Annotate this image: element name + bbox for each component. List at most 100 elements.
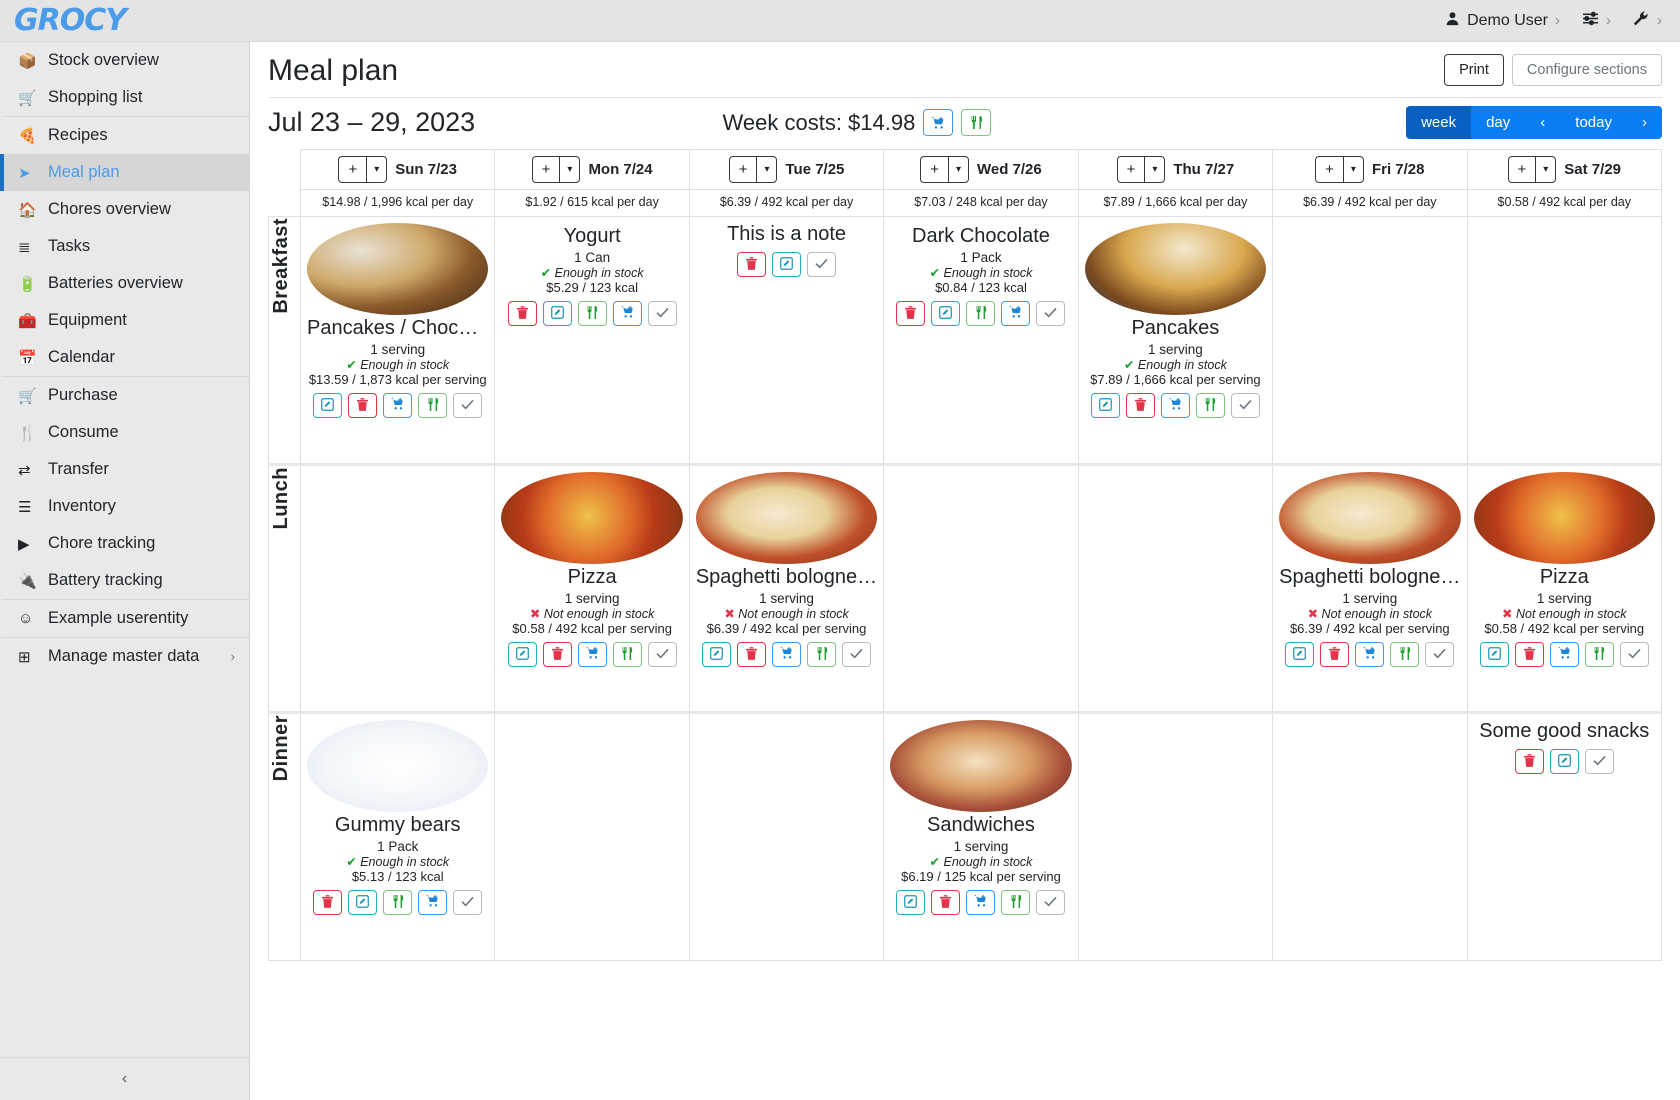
add-entry-dropdown-button[interactable]: ▾ [756, 156, 778, 183]
add-to-shopping-list-button[interactable] [418, 890, 448, 915]
mark-done-button[interactable] [453, 393, 483, 418]
meal-cell[interactable] [1466, 216, 1663, 465]
delete-button[interactable] [737, 252, 767, 277]
sidebar-item-stock-overview[interactable]: 📦 Stock overview [0, 42, 249, 79]
sidebar-item-manage-master-data[interactable]: ⊞ Manage master data › [0, 637, 249, 675]
prev-period-button[interactable]: ‹ [1525, 106, 1561, 139]
meal-cell[interactable]: Pancakes 1 serving ✔ Enough in stock $7.89 … [1077, 216, 1274, 465]
meal-cell[interactable] [688, 711, 885, 961]
sidebar-item-transfer[interactable]: ⇄ Transfer [0, 451, 249, 488]
consume-button[interactable] [1001, 890, 1031, 915]
mark-done-button[interactable] [647, 642, 677, 667]
sidebar-item-battery-tracking[interactable]: 🔌 Battery tracking [0, 562, 249, 599]
print-button[interactable]: Print [1444, 54, 1504, 86]
consume-button[interactable] [807, 642, 837, 667]
meal-cell[interactable]: Dark Chocolate 1 Pack ✔ Enough in stock $0.… [883, 216, 1079, 465]
add-entry-dropdown-button[interactable]: ▾ [366, 156, 388, 183]
add-week-to-shopping-list-button[interactable] [923, 109, 954, 136]
app-logo[interactable]: GROCY [14, 3, 127, 38]
sidebar-item-consume[interactable]: 🍴 Consume [0, 414, 249, 451]
meal-cell[interactable]: Pancakes / Chocol... 1 serving ✔ Enough in… [299, 216, 496, 465]
configure-sections-button[interactable]: Configure sections [1511, 54, 1662, 86]
add-to-shopping-list-button[interactable] [1001, 301, 1031, 326]
edit-button[interactable] [772, 252, 802, 277]
user-menu[interactable]: Demo User › [1445, 11, 1560, 30]
sidebar-item-batteries-overview[interactable]: 🔋 Batteries overview [0, 265, 249, 302]
mark-done-button[interactable] [842, 642, 872, 667]
meal-cell[interactable]: Pizza 1 serving ✖ Not enough in stock $0.58… [494, 463, 690, 713]
sidebar-item-chores-overview[interactable]: 🏠 Chores overview [0, 191, 249, 228]
edit-button[interactable] [507, 642, 537, 667]
sidebar-item-chore-tracking[interactable]: ▶ Chore tracking [0, 525, 249, 562]
add-to-shopping-list-button[interactable] [1160, 393, 1190, 418]
add-entry-button[interactable]: + [338, 156, 367, 183]
delete-button[interactable] [348, 393, 378, 418]
add-to-shopping-list-button[interactable] [772, 642, 802, 667]
sidebar-item-inventory[interactable]: ☰ Inventory [0, 488, 249, 525]
next-period-button[interactable]: › [1626, 106, 1662, 139]
add-entry-button[interactable]: + [531, 156, 560, 183]
mark-done-button[interactable] [1584, 749, 1614, 774]
add-entry-dropdown-button[interactable]: ▾ [1535, 156, 1557, 183]
meal-cell[interactable] [1077, 711, 1274, 961]
meal-cell[interactable]: Pizza 1 serving ✖ Not enough in stock $0.58… [1466, 463, 1663, 713]
edit-button[interactable] [1479, 642, 1509, 667]
mark-done-button[interactable] [453, 890, 483, 915]
consume-button[interactable] [1584, 642, 1614, 667]
meal-cell[interactable] [883, 463, 1079, 713]
sidebar-item-calendar[interactable]: 📅 Calendar [0, 339, 249, 376]
mark-done-button[interactable] [1036, 301, 1066, 326]
meal-cell[interactable] [1077, 463, 1274, 713]
delete-button[interactable] [931, 890, 961, 915]
delete-button[interactable] [1514, 749, 1544, 774]
delete-button[interactable] [1514, 642, 1544, 667]
add-to-shopping-list-button[interactable] [383, 393, 413, 418]
add-entry-dropdown-button[interactable]: ▾ [947, 156, 969, 183]
sidebar-item-equipment[interactable]: 🧰 Equipment [0, 302, 249, 339]
edit-button[interactable] [542, 301, 572, 326]
meal-cell[interactable]: Spaghetti bolognese 1 serving ✖ Not enough… [688, 463, 885, 713]
sidebar-item-example-userentity[interactable]: ☺ Example userentity [0, 599, 249, 637]
add-entry-dropdown-button[interactable]: ▾ [1144, 156, 1166, 183]
add-to-shopping-list-button[interactable] [577, 642, 607, 667]
delete-button[interactable] [737, 642, 767, 667]
delete-button[interactable] [507, 301, 537, 326]
meal-cell[interactable]: This is a note [688, 216, 885, 465]
edit-button[interactable] [931, 301, 961, 326]
add-to-shopping-list-button[interactable] [1355, 642, 1385, 667]
edit-button[interactable] [702, 642, 732, 667]
consume-button[interactable] [966, 301, 996, 326]
add-entry-button[interactable]: + [1315, 156, 1343, 183]
consume-button[interactable] [577, 301, 607, 326]
meal-cell[interactable] [494, 711, 690, 961]
sidebar-item-purchase[interactable]: 🛒 Purchase [0, 376, 249, 414]
add-to-shopping-list-button[interactable] [1549, 642, 1579, 667]
add-entry-dropdown-button[interactable]: ▾ [559, 156, 581, 183]
meal-cell[interactable]: Some good snacks [1466, 711, 1663, 961]
view-week-button[interactable]: week [1406, 106, 1472, 139]
add-entry-button[interactable]: + [728, 156, 757, 183]
edit-button[interactable] [1090, 393, 1120, 418]
delete-button[interactable] [1125, 393, 1155, 418]
consume-button[interactable] [1390, 642, 1420, 667]
today-button[interactable]: today [1560, 106, 1627, 139]
edit-button[interactable] [348, 890, 378, 915]
meal-cell[interactable]: Sandwiches 1 serving ✔ Enough in stock $6.1… [883, 711, 1079, 961]
sidebar-item-tasks[interactable]: ≣ Tasks [0, 228, 249, 265]
sidebar-item-recipes[interactable]: 🍕 Recipes [0, 116, 249, 154]
settings-menu[interactable]: › [1582, 11, 1611, 30]
edit-button[interactable] [1285, 642, 1315, 667]
delete-button[interactable] [542, 642, 572, 667]
consume-button[interactable] [418, 393, 448, 418]
meal-cell[interactable] [299, 463, 496, 713]
tools-menu[interactable]: › [1633, 11, 1662, 30]
consume-button[interactable] [1195, 393, 1225, 418]
sidebar-collapse-button[interactable]: ‹ [0, 1057, 249, 1100]
add-entry-dropdown-button[interactable]: ▾ [1342, 156, 1364, 183]
add-to-shopping-list-button[interactable] [966, 890, 996, 915]
add-to-shopping-list-button[interactable] [612, 301, 642, 326]
mark-done-button[interactable] [1036, 890, 1066, 915]
mark-done-button[interactable] [1619, 642, 1649, 667]
mark-done-button[interactable] [1230, 393, 1260, 418]
edit-button[interactable] [896, 890, 926, 915]
